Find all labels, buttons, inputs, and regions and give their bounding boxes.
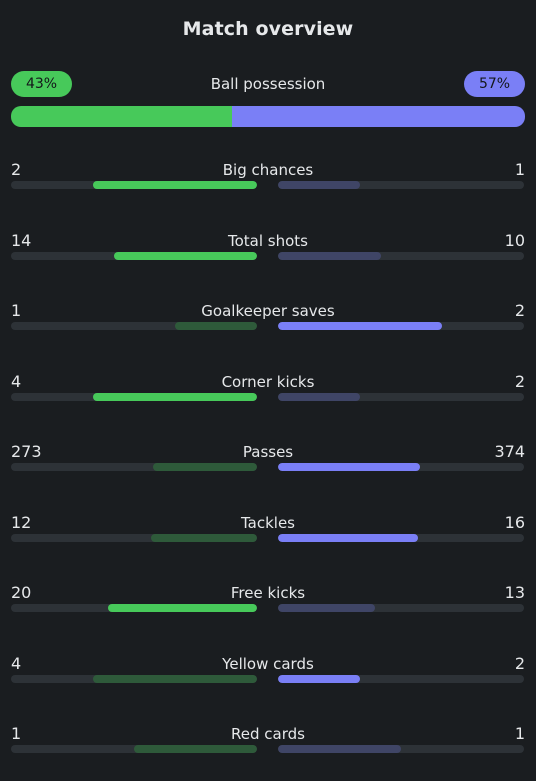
away-value: 2 [514,301,525,320]
home-value: 273 [11,442,42,461]
home-value: 2 [11,160,22,179]
home-value: 4 [11,372,22,391]
stat-row: 12 Tackles 16 [11,513,525,553]
away-stat-track [278,181,524,189]
stat-label: Free kicks [230,584,306,602]
away-stat-fill [278,463,421,471]
home-stat-fill [92,393,257,401]
away-stat-fill [278,745,401,753]
possession-bar [11,106,525,127]
home-stat-fill [151,534,257,542]
stat-row: 1 Red cards 1 [11,724,525,764]
away-possession-fill [232,106,525,127]
possession-label: Ball possession [210,75,326,93]
away-stat-fill [278,322,443,330]
away-stat-track [278,675,524,683]
page-title: Match overview [182,18,354,40]
away-value: 2 [514,654,525,673]
home-stat-fill [113,252,257,260]
home-value: 4 [11,654,22,673]
stat-row: 4 Corner kicks 2 [11,372,525,412]
away-stat-track [278,604,524,612]
home-stat-fill [175,322,257,330]
away-value: 16 [504,513,525,532]
away-stat-fill [278,252,381,260]
home-value: 1 [11,724,22,743]
stat-label: Goalkeeper saves [201,302,335,320]
home-stat-track [11,604,257,612]
away-stat-track [278,252,524,260]
stat-row: 14 Total shots 10 [11,231,525,271]
home-value: 1 [11,301,22,320]
away-stat-track [278,745,524,753]
stat-label: Total shots [228,232,308,250]
possession-header: 43% Ball possession 57% [11,71,525,97]
home-stat-fill [92,181,257,189]
home-stat-track [11,322,257,330]
home-value: 14 [11,231,32,250]
away-value: 10 [504,231,525,250]
home-stat-fill [92,675,257,683]
away-stat-fill [278,675,360,683]
away-stat-track [278,534,524,542]
stat-label: Tackles [240,514,296,532]
stat-row: 4 Yellow cards 2 [11,654,525,694]
away-stat-fill [278,534,419,542]
home-possession-fill [11,106,233,127]
stat-row: 1 Goalkeeper saves 2 [11,301,525,341]
away-stat-fill [278,393,360,401]
home-value: 12 [11,513,32,532]
stat-label: Yellow cards [222,655,314,673]
home-stat-fill [107,604,257,612]
away-value: 2 [514,372,525,391]
home-possession-badge: 43% [11,71,72,97]
stat-row: 2 Big chances 1 [11,160,525,200]
away-stat-track [278,393,524,401]
away-value: 13 [504,583,525,602]
home-value: 20 [11,583,32,602]
home-stat-fill [153,463,257,471]
stat-row: 273 Passes 374 [11,442,525,482]
away-possession-badge: 57% [464,71,525,97]
home-stat-track [11,463,257,471]
away-stat-track [278,322,524,330]
away-stat-track [278,463,524,471]
home-stat-track [11,745,257,753]
home-stat-track [11,181,257,189]
stat-label: Red cards [231,725,305,743]
home-stat-track [11,534,257,542]
home-stat-fill [134,745,257,753]
home-stat-track [11,675,257,683]
stat-label: Passes [242,443,294,461]
home-stat-track [11,393,257,401]
stat-row: 20 Free kicks 13 [11,583,525,623]
away-value: 374 [494,442,525,461]
away-value: 1 [514,160,525,179]
home-stat-track [11,252,257,260]
away-stat-fill [278,181,360,189]
stat-label: Big chances [222,161,314,179]
away-stat-fill [278,604,375,612]
away-value: 1 [514,724,525,743]
stat-label: Corner kicks [221,373,315,391]
